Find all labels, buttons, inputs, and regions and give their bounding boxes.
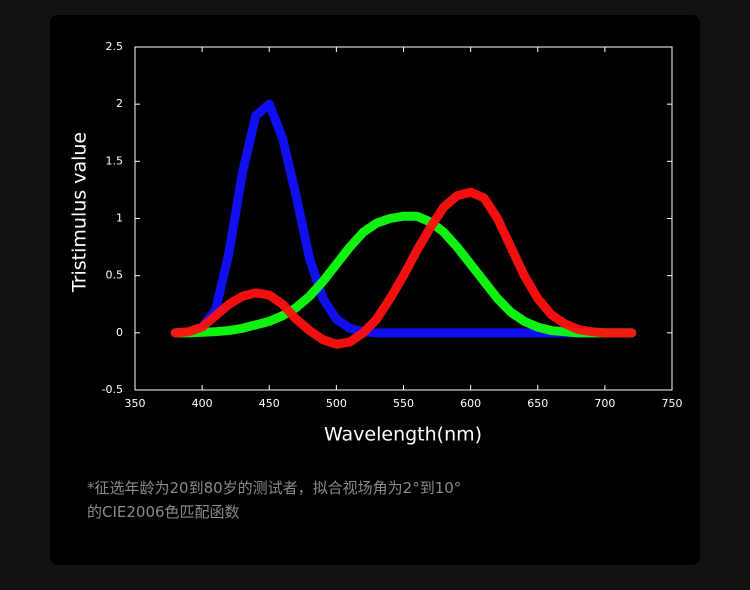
x-axis-title: Wavelength(nm) bbox=[324, 424, 482, 446]
caption: *征选年龄为20到80岁的测试者，拟合视场角为2°到10° 的CIE2006色匹… bbox=[87, 476, 461, 524]
x-tick-label: 650 bbox=[527, 397, 548, 410]
x-tick-label: 450 bbox=[259, 397, 280, 410]
y-tick-label: 2 bbox=[116, 97, 123, 110]
x-tick-label: 700 bbox=[594, 397, 615, 410]
x-tick-label: 500 bbox=[326, 397, 347, 410]
y-tick-label: -0.5 bbox=[102, 383, 123, 396]
x-tick-label: 400 bbox=[192, 397, 213, 410]
x-tick-label: 600 bbox=[460, 397, 481, 410]
x-tick-label: 750 bbox=[662, 397, 683, 410]
y-tick-label: 1.5 bbox=[106, 154, 124, 167]
y-tick-label: 0 bbox=[116, 326, 123, 339]
caption-line: *征选年龄为20到80岁的测试者，拟合视场角为2°到10° bbox=[87, 479, 462, 497]
curve bbox=[170, 211, 637, 338]
caption-line: 的CIE2006色匹配函数 bbox=[87, 503, 240, 521]
y-tick-label: 2.5 bbox=[106, 40, 124, 53]
y-axis-title: Tristimulus value bbox=[69, 132, 91, 293]
y-tick-label: 1 bbox=[116, 212, 123, 225]
y-tick-label: 0.5 bbox=[106, 269, 124, 282]
curve bbox=[170, 187, 637, 349]
panel bbox=[50, 15, 700, 565]
x-tick-label: 350 bbox=[125, 397, 146, 410]
x-tick-label: 550 bbox=[393, 397, 414, 410]
